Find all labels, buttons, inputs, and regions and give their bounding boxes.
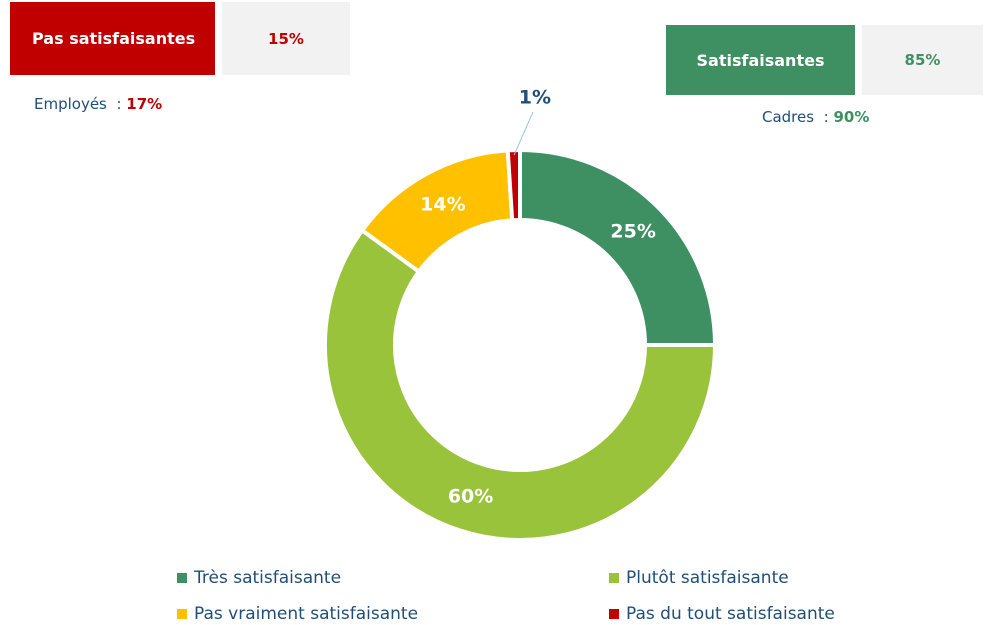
legend-swatch [177, 573, 187, 583]
negative-label: Pas satisfaisantes [10, 2, 215, 75]
data-label: 25% [610, 220, 655, 242]
legend-label: Plutôt satisfaisante [626, 568, 789, 588]
group-name: Cadres [762, 108, 815, 126]
positive-label: Satisfaisantes [666, 25, 855, 95]
legend-swatch [609, 573, 619, 583]
negative-value: 15% [222, 2, 350, 75]
leader-line [513, 111, 534, 156]
separator: : [116, 95, 122, 113]
legend-label: Très satisfaisante [193, 568, 341, 588]
data-label: 60% [448, 486, 493, 508]
separator: : [823, 108, 829, 126]
negative-group: Employés : 17% [34, 95, 162, 113]
group-name: Employés [34, 95, 107, 113]
legend-label: Pas du tout satisfaisante [626, 604, 835, 624]
legend-label: Pas vraiment satisfaisante [194, 604, 418, 624]
legend-swatch [609, 609, 619, 619]
donut-slice [323, 227, 718, 542]
data-label: 14% [420, 193, 465, 215]
data-label: 1% [519, 87, 551, 109]
group-value: 17% [126, 95, 163, 113]
donut-slice [505, 147, 522, 223]
donut-slice [518, 147, 718, 347]
legend-swatch [177, 609, 187, 619]
group-value: 90% [833, 108, 870, 126]
positive-value: 85% [862, 25, 983, 95]
positive-group: Cadres : 90% [762, 108, 869, 126]
